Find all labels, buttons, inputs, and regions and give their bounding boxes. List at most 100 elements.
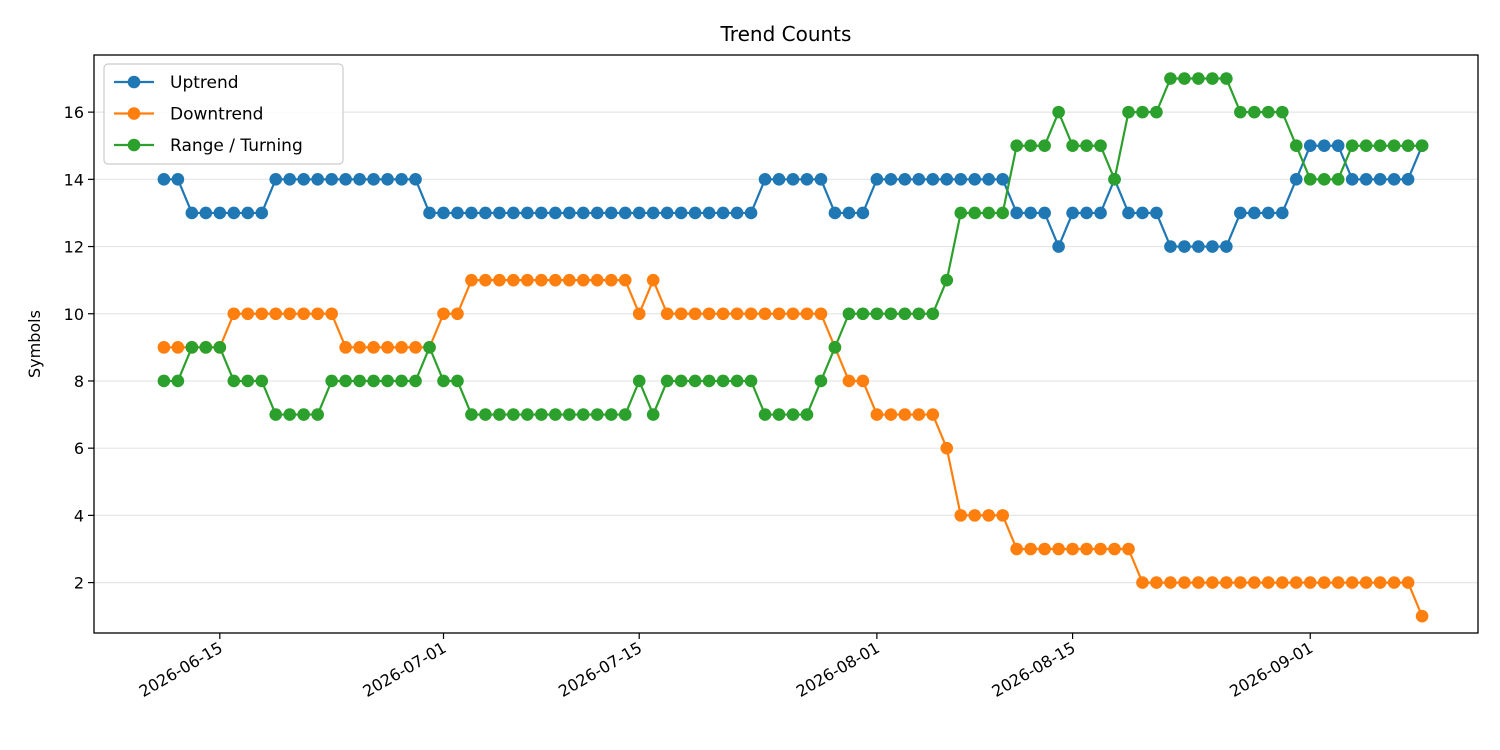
data-point	[549, 408, 562, 421]
data-point	[1359, 139, 1373, 153]
data-point	[521, 206, 534, 220]
data-point	[1401, 576, 1415, 589]
data-point	[884, 408, 898, 421]
data-point	[493, 408, 506, 421]
data-point	[1248, 206, 1261, 220]
data-point	[912, 307, 926, 321]
data-point	[255, 206, 269, 220]
data-point	[367, 374, 380, 388]
data-point	[465, 206, 478, 220]
data-point	[702, 307, 716, 321]
data-point	[521, 408, 534, 421]
x-axis: 2026-06-15 2026-07-01 2026-07-15 2026-08-01…	[136, 633, 1316, 701]
data-point	[646, 408, 660, 421]
data-point	[744, 206, 758, 220]
data-point	[1415, 139, 1429, 153]
data-point	[772, 408, 786, 421]
data-point	[1066, 542, 1079, 556]
data-point	[1178, 72, 1191, 85]
data-point	[1248, 105, 1261, 119]
data-point	[283, 307, 297, 321]
data-point	[283, 408, 297, 421]
data-point	[241, 307, 255, 321]
y-tick-label: 8	[74, 372, 84, 391]
data-point	[1220, 576, 1233, 589]
data-point	[856, 206, 870, 220]
data-point	[1150, 105, 1163, 119]
data-point	[1359, 173, 1373, 186]
data-point	[1317, 173, 1331, 186]
data-point	[926, 173, 940, 186]
data-point	[646, 206, 660, 220]
data-point	[996, 509, 1009, 522]
y-tick-label: 16	[64, 103, 84, 122]
data-point	[870, 173, 884, 186]
data-point	[339, 374, 352, 388]
data-point	[1038, 139, 1051, 153]
data-point	[1303, 576, 1317, 589]
data-point	[968, 509, 982, 522]
data-point	[772, 307, 786, 321]
data-point	[1220, 72, 1233, 85]
chart-title: Trend Counts	[720, 22, 852, 46]
data-point	[255, 307, 269, 321]
x-tick-label: 2026-07-01	[359, 638, 449, 701]
data-point	[744, 307, 758, 321]
data-point	[353, 374, 366, 388]
data-point	[926, 307, 940, 321]
data-point	[996, 206, 1009, 220]
data-point	[856, 374, 870, 388]
y-tick-label: 12	[64, 238, 84, 257]
data-point	[1373, 576, 1387, 589]
data-point	[521, 273, 534, 287]
data-point	[786, 408, 800, 421]
data-point	[409, 173, 422, 186]
series-line-0	[163, 144, 1424, 248]
x-tick-label: 2026-09-01	[1226, 638, 1316, 701]
data-point	[1331, 139, 1345, 153]
data-point	[954, 173, 968, 186]
data-point	[465, 408, 478, 421]
data-point	[968, 173, 982, 186]
data-point	[479, 408, 492, 421]
data-point	[507, 408, 520, 421]
data-point	[381, 374, 394, 388]
y-axis-title: Symbols	[25, 310, 44, 378]
data-point	[1080, 139, 1093, 153]
data-point	[1010, 542, 1023, 556]
data-point	[646, 273, 660, 287]
data-point	[1206, 72, 1219, 85]
data-point	[1024, 542, 1037, 556]
data-point	[1192, 72, 1205, 85]
data-point	[674, 374, 688, 388]
data-point	[423, 206, 436, 220]
data-point	[171, 374, 185, 388]
data-point	[940, 441, 954, 455]
data-point	[898, 408, 912, 421]
data-point	[1234, 206, 1247, 220]
data-point	[171, 341, 185, 354]
data-point	[1052, 240, 1065, 253]
data-point	[856, 307, 870, 321]
data-point	[828, 206, 842, 220]
data-point	[898, 173, 912, 186]
series-markers	[157, 72, 1429, 623]
data-point	[660, 206, 674, 220]
data-point	[800, 173, 814, 186]
data-point	[1150, 576, 1163, 589]
data-point	[325, 173, 338, 186]
data-point	[744, 374, 758, 388]
data-point	[772, 173, 786, 186]
data-point	[297, 408, 311, 421]
data-point	[353, 341, 366, 354]
data-point	[590, 408, 604, 421]
data-point	[1275, 105, 1289, 119]
legend-frame	[103, 63, 344, 165]
data-point	[968, 206, 982, 220]
data-point	[954, 509, 968, 522]
data-point	[618, 408, 632, 421]
data-point	[535, 273, 548, 287]
data-point	[437, 206, 450, 220]
data-point	[814, 173, 828, 186]
